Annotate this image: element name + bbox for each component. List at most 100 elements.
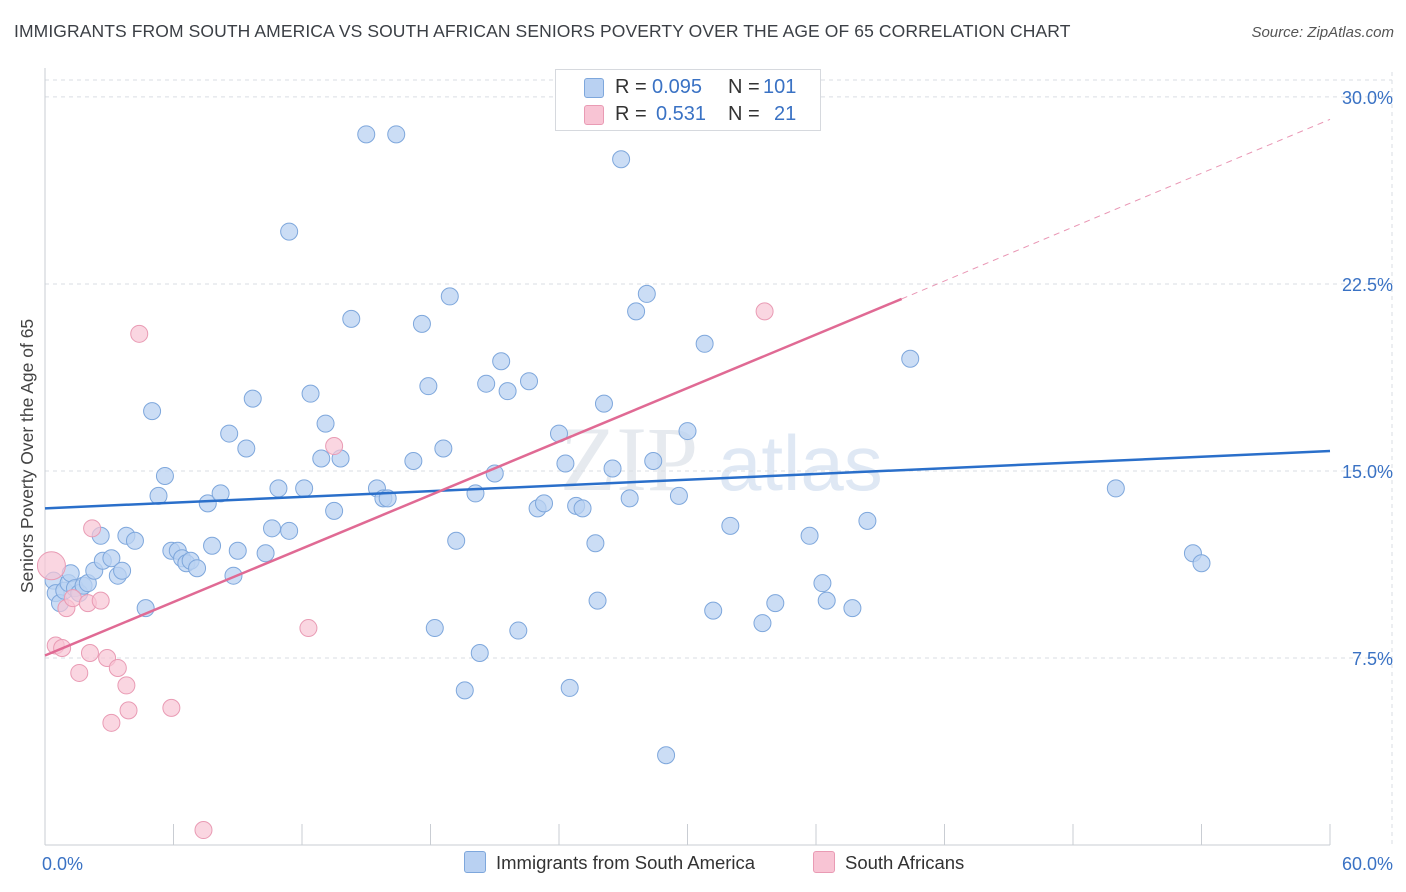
data-point-immigrants — [858, 511, 877, 530]
data-point-immigrants — [586, 534, 605, 553]
data-point-immigrants — [203, 536, 222, 555]
data-point-immigrants — [657, 746, 676, 765]
stats-row-immigrants: R = 0.095 N = 101 — [556, 74, 820, 102]
data-point-immigrants — [102, 549, 121, 568]
r-label: R = — [615, 103, 647, 125]
data-point-immigrants — [357, 125, 376, 144]
legend-item-immigrants: Immigrants from South America — [464, 851, 755, 874]
data-point-south-africans — [119, 701, 138, 720]
y-tick-label: 7.5% — [1352, 649, 1393, 669]
trend-line-south-africans — [44, 297, 903, 657]
n-label: N = — [728, 76, 760, 98]
data-point-immigrants — [560, 678, 579, 697]
data-point-immigrants — [243, 389, 262, 408]
data-point-immigrants — [269, 479, 288, 498]
y-tick-label: 30.0% — [1342, 88, 1393, 108]
data-point-immigrants — [556, 454, 575, 473]
stats-row-south-africans: R = 0.531 N = 21 — [556, 101, 820, 129]
data-point-south-africans — [83, 519, 102, 538]
data-point-immigrants — [434, 439, 453, 458]
data-point-immigrants — [678, 422, 697, 441]
data-point-south-africans — [36, 551, 66, 581]
trend-line-south-africans-extension — [901, 118, 1331, 300]
data-point-immigrants — [594, 394, 613, 413]
data-point-immigrants — [316, 414, 335, 433]
data-point-immigrants — [800, 526, 819, 545]
data-point-immigrants — [603, 459, 622, 478]
data-point-immigrants — [509, 621, 528, 640]
source-credit: Source: ZipAtlas.com — [1251, 24, 1394, 41]
data-point-immigrants — [1192, 554, 1211, 573]
data-point-immigrants — [901, 349, 920, 368]
data-point-immigrants — [228, 541, 247, 560]
data-point-immigrants — [470, 643, 489, 662]
r-label: R = — [615, 76, 647, 98]
y-axis-label: Seniors Poverty Over the Age of 65 — [17, 319, 37, 593]
data-point-south-africans — [299, 619, 318, 638]
data-point-immigrants — [301, 384, 320, 403]
data-point-south-africans — [80, 643, 99, 662]
data-point-south-africans — [325, 437, 344, 456]
legend-label: South Africans — [845, 852, 965, 873]
data-point-immigrants — [280, 222, 299, 241]
data-point-south-africans — [755, 302, 774, 321]
n-value: 101 — [763, 76, 797, 98]
data-point-immigrants — [237, 439, 256, 458]
data-point-immigrants — [637, 284, 656, 303]
data-point-immigrants — [498, 382, 517, 401]
data-point-immigrants — [155, 466, 174, 485]
data-point-immigrants — [843, 599, 862, 618]
data-point-immigrants — [704, 601, 723, 620]
data-point-immigrants — [721, 516, 740, 535]
data-point-immigrants — [447, 531, 466, 550]
data-point-south-africans — [108, 658, 127, 677]
data-point-immigrants — [263, 519, 282, 538]
x-tick-label-min: 0.0% — [42, 854, 83, 874]
data-point-immigrants — [412, 314, 431, 333]
r-value: 0.531 — [656, 103, 707, 125]
data-point-south-africans — [102, 713, 121, 732]
trend-lines — [44, 118, 1331, 657]
chart-title: IMMIGRANTS FROM SOUTH AMERICA VS SOUTH A… — [14, 21, 1071, 41]
data-point-immigrants — [535, 494, 554, 513]
legend-swatch-blue — [464, 851, 486, 873]
n-label: N = — [728, 103, 760, 125]
legend-label: Immigrants from South America — [496, 852, 756, 873]
data-point-immigrants — [669, 486, 688, 505]
data-point-immigrants — [198, 494, 217, 513]
data-point-immigrants — [573, 499, 592, 518]
data-point-immigrants — [455, 681, 474, 700]
data-point-immigrants — [312, 449, 331, 468]
x-tick-label-max: 60.0% — [1342, 854, 1393, 874]
data-point-south-africans — [194, 821, 213, 840]
data-point-immigrants — [404, 451, 423, 470]
data-point-immigrants — [342, 309, 361, 328]
data-point-immigrants — [520, 372, 539, 391]
data-point-immigrants — [280, 521, 299, 540]
data-point-south-africans — [70, 663, 89, 682]
legend-swatch-blue — [584, 78, 604, 98]
data-point-immigrants — [295, 479, 314, 498]
data-point-immigrants — [627, 302, 646, 321]
data-point-immigrants — [588, 591, 607, 610]
data-point-immigrants — [220, 424, 239, 443]
data-point-south-africans — [117, 676, 136, 695]
data-point-south-africans — [63, 589, 82, 608]
data-point-immigrants — [188, 559, 207, 578]
r-value: 0.095 — [652, 76, 703, 98]
legend-swatch-pink — [584, 105, 604, 125]
data-point-immigrants — [477, 374, 496, 393]
data-point-immigrants — [143, 402, 162, 421]
data-point-immigrants — [766, 594, 785, 613]
data-point-immigrants — [440, 287, 459, 306]
data-point-immigrants — [211, 484, 230, 503]
legend-swatch-pink — [813, 851, 835, 873]
data-point-immigrants — [425, 619, 444, 638]
data-point-immigrants — [325, 501, 344, 520]
data-point-immigrants — [125, 531, 144, 550]
data-point-immigrants — [1106, 479, 1125, 498]
watermark-atlas: atlas — [718, 419, 883, 507]
data-point-immigrants — [387, 125, 406, 144]
data-point-south-africans — [130, 324, 149, 343]
data-point-immigrants — [256, 544, 275, 563]
